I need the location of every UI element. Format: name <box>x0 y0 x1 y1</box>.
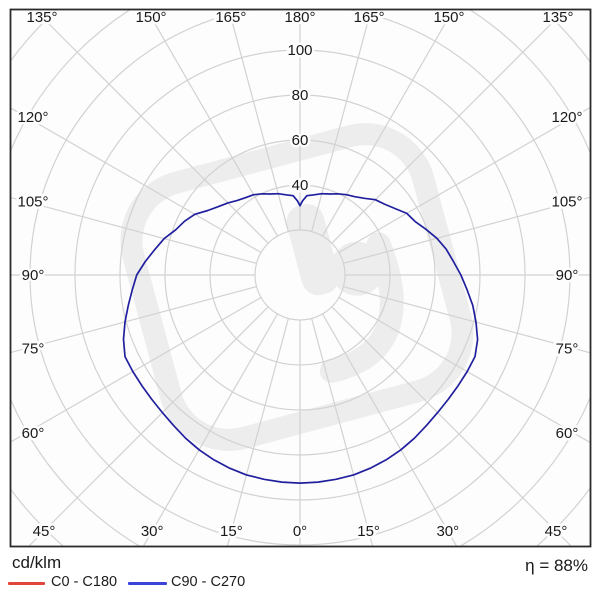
angle-label-top-4: 165° <box>354 9 385 26</box>
angle-label-left-3: 75° <box>22 340 45 357</box>
radial-value-label-40: 40 <box>292 177 309 194</box>
angle-label-bottom-2: 15° <box>220 523 243 540</box>
angle-label-right-1: 105° <box>551 194 582 211</box>
angle-label-top-3: 180° <box>284 9 315 26</box>
angle-label-top-0: 135° <box>26 9 57 26</box>
radial-value-label-60: 60 <box>292 132 309 149</box>
angle-label-bottom-3: 0° <box>293 523 307 540</box>
angle-label-top-2: 165° <box>215 9 246 26</box>
angle-label-bottom-5: 30° <box>436 523 459 540</box>
legend-label-c0-c180: C0 - C180 <box>51 574 118 590</box>
angle-label-top-6: 135° <box>542 9 573 26</box>
units-label: cd/klm <box>12 553 62 572</box>
radial-value-label-100: 100 <box>287 42 312 59</box>
angle-label-right-4: 60° <box>556 425 579 442</box>
angle-label-right-2: 90° <box>556 267 579 284</box>
legend-label-c90-c270: C90 - C270 <box>171 574 246 590</box>
angle-label-bottom-6: 45° <box>545 523 568 540</box>
efficiency-label: η = 88% <box>525 556 588 575</box>
angle-label-top-5: 150° <box>433 9 464 26</box>
radial-value-label-80: 80 <box>292 87 309 104</box>
angle-label-bottom-0: 45° <box>33 523 56 540</box>
legend-line-c90-c270 <box>128 582 167 585</box>
angle-label-left-0: 120° <box>17 109 48 126</box>
angle-label-left-4: 60° <box>22 425 45 442</box>
angle-label-right-0: 120° <box>551 109 582 126</box>
chart-frame <box>9 8 592 548</box>
angle-label-bottom-1: 30° <box>141 523 164 540</box>
angle-label-left-2: 90° <box>22 267 45 284</box>
legend-line-c0-c180 <box>8 582 45 585</box>
curve-c90-c270 <box>122 192 479 484</box>
angle-label-right-3: 75° <box>556 340 579 357</box>
angle-label-top-1: 150° <box>136 9 167 26</box>
angle-label-left-1: 105° <box>17 194 48 211</box>
legend: C0 - C180 C90 - C270 <box>0 574 600 594</box>
angle-label-bottom-4: 15° <box>357 523 380 540</box>
